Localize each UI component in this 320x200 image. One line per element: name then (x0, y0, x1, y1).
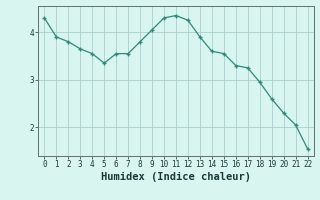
X-axis label: Humidex (Indice chaleur): Humidex (Indice chaleur) (101, 172, 251, 182)
